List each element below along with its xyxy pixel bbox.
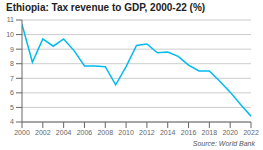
svg-text:2000: 2000 (14, 129, 30, 136)
svg-text:7: 7 (10, 75, 14, 82)
svg-text:8: 8 (10, 60, 14, 67)
svg-text:2002: 2002 (35, 129, 51, 136)
svg-text:5: 5 (10, 104, 14, 111)
html-text:Source: World Bank: Source: World Bank (192, 140, 255, 147)
svg-text:2006: 2006 (77, 129, 93, 136)
svg-text:4: 4 (10, 118, 14, 125)
svg-text:2014: 2014 (160, 129, 176, 136)
svg-text:2012: 2012 (139, 129, 155, 136)
svg-text:2004: 2004 (56, 129, 72, 136)
html-text:Ethiopia: Tax revenue to GDP,: Ethiopia: Tax revenue to GDP, 2000-22 (%… (6, 2, 206, 13)
svg-text:2016: 2016 (181, 129, 197, 136)
svg-text:10: 10 (6, 31, 14, 38)
svg-text:11: 11 (7, 16, 14, 23)
svg-text:2018: 2018 (202, 129, 218, 136)
svg-text:6: 6 (10, 89, 14, 96)
svg-text:2020: 2020 (222, 129, 238, 136)
svg-text:2022: 2022 (243, 129, 259, 136)
svg-text:9: 9 (10, 46, 14, 53)
svg-text:2008: 2008 (97, 129, 113, 136)
svg-text:2010: 2010 (118, 129, 134, 136)
